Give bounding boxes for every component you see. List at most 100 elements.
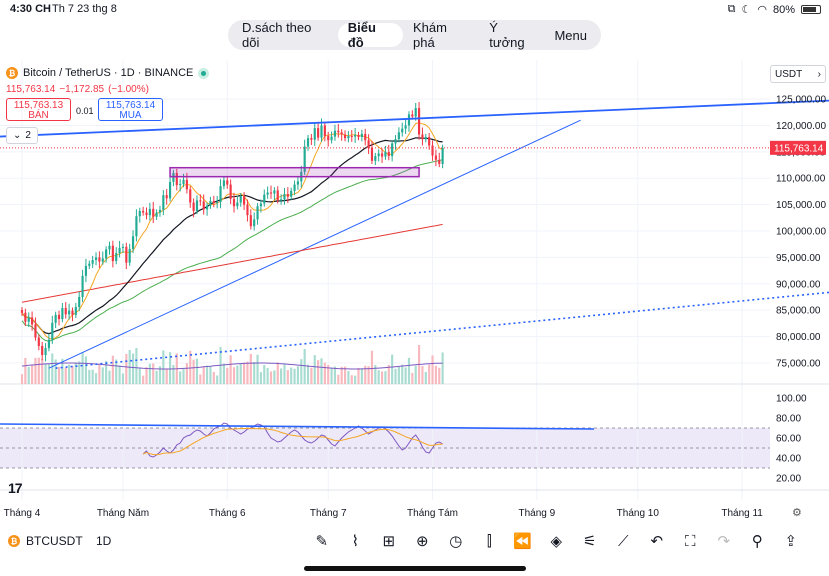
candle: [142, 206, 145, 216]
candle: [310, 134, 313, 146]
symbol-legend[interactable]: ₿ Bitcoin / TetherUS · 1D · BINANCE: [6, 67, 210, 79]
bulb-icon[interactable]: ⚲: [751, 533, 763, 550]
volume-bar: [357, 367, 360, 384]
volume-bar: [421, 366, 424, 384]
layouts-icon[interactable]: ⊞: [382, 533, 396, 550]
interval-selector[interactable]: 1D: [96, 534, 112, 548]
undo-icon[interactable]: ↶: [650, 533, 664, 550]
volume-bar: [232, 367, 236, 384]
x-tick-label: Tháng 7: [310, 508, 347, 519]
ma-fast-line: [21, 122, 443, 340]
trend-icon[interactable]: ⟋: [617, 532, 629, 550]
rsi-tick-label: 100.00: [776, 394, 807, 405]
indicators-toggle[interactable]: ⌄ 2: [6, 127, 38, 144]
volume-bar: [337, 374, 340, 384]
candle: [88, 260, 91, 269]
candle: [192, 198, 195, 218]
candle-body: [343, 134, 347, 139]
candle: [98, 251, 101, 268]
settings-sliders-icon[interactable]: ⚟: [583, 533, 597, 550]
y-tick-label: 75,000.00: [776, 358, 821, 369]
gear-icon[interactable]: ⚙: [792, 507, 802, 519]
candle: [259, 199, 262, 213]
indicators-icon[interactable]: ⌇: [351, 533, 359, 550]
tab-watchlist[interactable]: D.sách theo dõi: [242, 20, 312, 50]
candle: [280, 194, 283, 205]
volume-bar: [273, 370, 276, 384]
candle-body: [306, 138, 310, 147]
candle: [145, 207, 148, 220]
candle: [31, 311, 34, 331]
tab-menu[interactable]: Menu: [554, 27, 587, 43]
candle: [391, 140, 394, 162]
candle-body: [280, 199, 283, 201]
buy-button[interactable]: 115,763.14 MUA: [98, 98, 163, 121]
x-tick-label: Tháng 6: [209, 508, 246, 519]
candle: [313, 123, 316, 147]
volume-bar: [61, 358, 64, 384]
tab-chart[interactable]: Biểu đồ: [337, 20, 404, 50]
candle-body: [269, 192, 273, 194]
candle-body: [417, 108, 421, 135]
currency-selector[interactable]: USDT ›: [770, 65, 826, 83]
home-indicator: [304, 566, 526, 571]
battery-icon: [801, 5, 821, 14]
candle: [168, 174, 172, 202]
candle: [94, 252, 98, 266]
tab-ideas[interactable]: Ý tưởng: [489, 20, 525, 50]
candle: [57, 310, 61, 326]
volume-bar: [212, 371, 215, 384]
candle: [115, 247, 118, 265]
pen-icon[interactable]: ✎: [315, 533, 329, 550]
candle-body: [27, 317, 30, 322]
alarm-icon[interactable]: ◷: [449, 533, 463, 550]
candle: [212, 195, 215, 208]
layers-icon[interactable]: ◈: [550, 533, 563, 550]
volume-bar: [78, 361, 81, 384]
volume-bar: [431, 355, 434, 384]
candle: [428, 132, 431, 150]
last-price: 115,763.14: [6, 84, 56, 95]
candle-body: [333, 130, 337, 137]
volume-bar: [404, 367, 407, 384]
volume-bar: [303, 349, 306, 384]
tab-explore[interactable]: Khám phá: [413, 20, 447, 50]
candle: [232, 192, 236, 213]
candle: [71, 307, 74, 322]
sell-button[interactable]: 115,763.13 BÁN: [6, 98, 71, 121]
candle: [239, 193, 242, 207]
fullscreen-icon[interactable]: ⛶: [684, 532, 696, 550]
candle-body: [24, 312, 27, 322]
candle-body: [125, 246, 128, 263]
candle: [138, 207, 141, 223]
candle: [401, 122, 404, 137]
candle: [286, 187, 289, 204]
candle-type-icon[interactable]: ⫿: [486, 532, 492, 550]
candle-body: [266, 192, 269, 195]
volume-bar: [165, 369, 168, 384]
candle-body: [131, 236, 135, 249]
candle: [347, 130, 350, 143]
candle-body: [290, 190, 293, 197]
redo-icon[interactable]: ↷: [717, 533, 731, 550]
candle: [179, 178, 182, 192]
candle: [354, 128, 357, 143]
candle: [189, 186, 192, 208]
candle: [293, 180, 296, 196]
share-icon[interactable]: ⇪: [784, 533, 798, 550]
volume-bar: [162, 350, 165, 384]
bottom-symbol[interactable]: BTCUSDT: [26, 534, 83, 548]
volume-bar: [411, 372, 414, 384]
tool-row: ✎ ⌇ ⊞ ⊕ ◷ ⫿ ⏪ ◈ ⚟ ⟋ ↶ ⛶ ↷ ⚲ ⇪: [305, 529, 808, 553]
candle-body: [175, 172, 178, 186]
candle: [380, 148, 384, 163]
candle: [54, 311, 57, 329]
volume-bar: [310, 367, 313, 384]
add-icon[interactable]: ⊕: [415, 533, 429, 550]
candle-body: [165, 195, 168, 199]
candle: [394, 135, 397, 150]
replay-icon[interactable]: ⏪: [513, 533, 533, 550]
candle: [91, 255, 94, 268]
candle: [266, 186, 269, 199]
